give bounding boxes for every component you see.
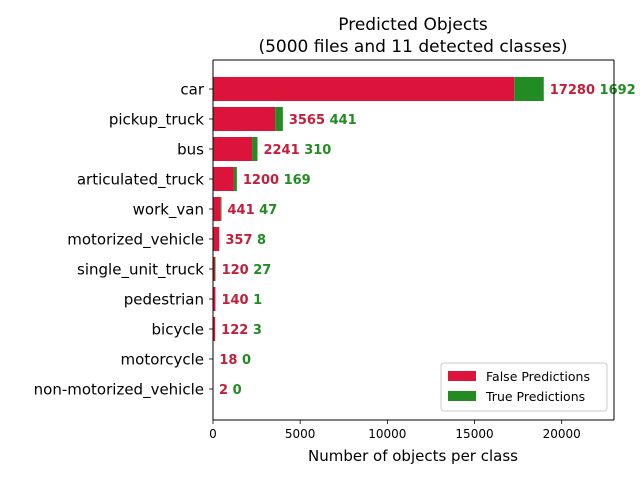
data-label-work_van: 441 47 [228,203,278,218]
data-label-false-work_van: 441 [228,203,260,218]
category-label-pickup_truck: pickup_truck [109,111,204,130]
bar-false-bicycle [213,317,216,341]
category-label-car: car [180,81,204,99]
data-label-motorcycle: 18 0 [219,353,251,368]
x-axis-label: Number of objects per class [308,447,518,465]
chart-title-line2: (5000 files and 11 detected classes) [258,37,567,57]
data-label-true-non-motorized_vehicle: 0 [233,383,242,398]
data-label-false-motorized_vehicle: 357 [225,233,257,248]
legend-swatch-0 [448,371,476,381]
data-label-false-car: 17280 [550,83,600,98]
data-label-true-pickup_truck: 441 [330,113,357,128]
bar-true-car [514,77,544,101]
x-tick-label-0: 0 [209,427,217,441]
data-label-non-motorized_vehicle: 2 0 [219,383,242,398]
data-label-false-bicycle: 122 [221,323,253,338]
legend-swatch-1 [448,391,476,401]
bar-false-motorized_vehicle [213,227,220,251]
data-label-true-motorized_vehicle: 8 [257,233,266,248]
x-tick-label-20000: 20000 [543,427,581,441]
data-label-true-articulated_truck: 169 [284,173,311,188]
bar-true-bus [252,137,258,161]
data-label-car: 17280 1692 [550,83,636,98]
category-label-single_unit_truck: single_unit_truck [77,261,204,280]
category-label-pedestrian: pedestrian [124,291,204,309]
data-label-false-non-motorized_vehicle: 2 [219,383,233,398]
data-label-false-motorcycle: 18 [219,353,242,368]
data-label-false-single_unit_truck: 120 [222,263,254,278]
bar-true-work_van [220,197,222,221]
bar-false-work_van [213,197,221,221]
data-label-true-bus: 310 [304,143,331,158]
data-label-false-pedestrian: 140 [221,293,253,308]
bar-true-articulated_truck [233,167,237,191]
data-label-true-work_van: 47 [259,203,277,218]
category-label-motorcycle: motorcycle [121,351,204,369]
category-label-bus: bus [177,141,204,159]
chart-title-line1: Predicted Objects [338,15,488,35]
legend-box [440,362,608,412]
data-label-true-car: 1692 [600,83,636,98]
legend-label-1: True Predictions [485,389,585,404]
bar-true-pickup_truck [275,107,283,131]
data-label-single_unit_truck: 120 27 [222,263,272,278]
data-label-true-bicycle: 3 [253,323,262,338]
category-label-work_van: work_van [133,201,204,220]
data-label-pickup_truck: 3565 441 [289,113,357,128]
bar-false-single_unit_truck [213,257,216,281]
data-label-pedestrian: 140 1 [221,293,262,308]
category-label-articulated_truck: articulated_truck [77,171,204,190]
data-label-false-pickup_truck: 3565 [289,113,330,128]
data-label-articulated_truck: 1200 169 [243,173,311,188]
category-label-bicycle: bicycle [152,321,204,339]
x-tick-label-15000: 15000 [455,427,493,441]
bar-false-pickup_truck [213,107,276,131]
x-tick-label-10000: 10000 [368,427,406,441]
data-label-false-bus: 2241 [263,143,304,158]
legend-label-0: False Predictions [486,369,590,384]
data-label-true-single_unit_truck: 27 [253,263,271,278]
data-label-bicycle: 122 3 [221,323,262,338]
data-label-motorized_vehicle: 357 8 [225,233,266,248]
bar-false-car [213,77,515,101]
bar-false-bus [213,137,253,161]
bar-false-pedestrian [213,287,216,311]
x-tick-label-5000: 5000 [285,427,316,441]
legend: False Predictions True Predictions [440,362,608,412]
data-label-true-pedestrian: 1 [253,293,262,308]
data-label-true-motorcycle: 0 [242,353,251,368]
category-label-non-motorized_vehicle: non-motorized_vehicle [34,381,204,400]
category-label-motorized_vehicle: motorized_vehicle [67,231,204,250]
data-label-bus: 2241 310 [263,143,331,158]
bar-false-articulated_truck [213,167,234,191]
data-label-false-articulated_truck: 1200 [243,173,284,188]
